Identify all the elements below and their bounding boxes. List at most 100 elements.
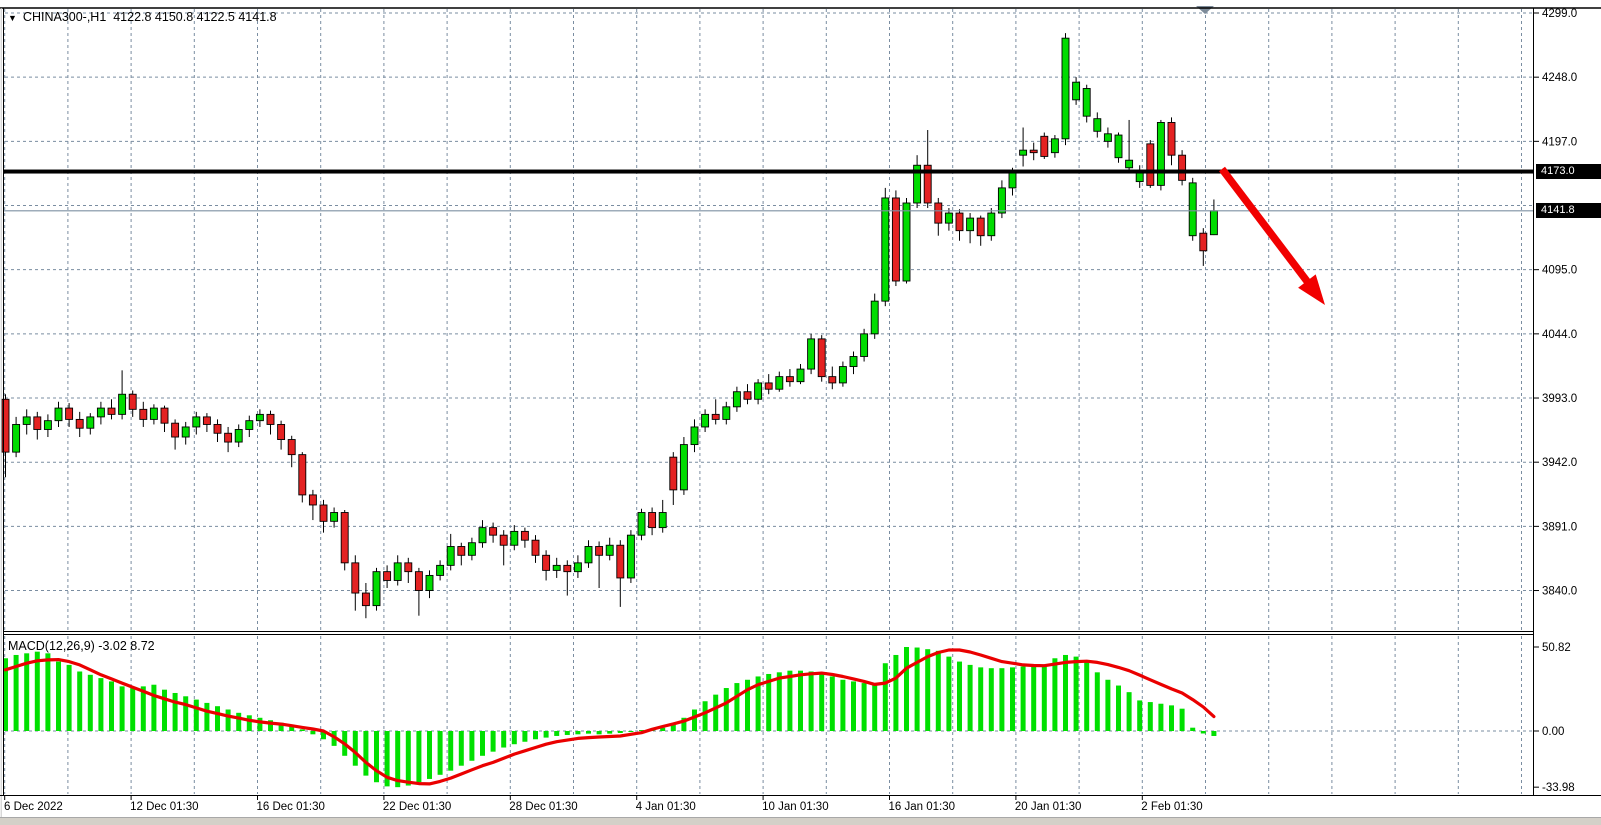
window-bottom-edge [0,817,1601,825]
price-badge-resistance: 4173.0 [1536,164,1601,179]
candle-body [96,407,105,418]
candle-body [1093,118,1102,132]
time-axis-label: 10 Jan 01:30 [762,801,829,813]
macd-bar [1063,654,1068,731]
candle-body [976,217,985,237]
macd-bar [1073,656,1079,731]
macd-axis[interactable]: 50.82 0.00 -33.98 [1533,642,1575,794]
horizontal-line-object [4,169,1533,174]
candle-body [881,197,890,302]
candle-body [298,454,307,496]
panel-borders [0,7,1601,817]
candle-body [743,391,752,400]
candle-body [531,539,540,556]
candle-body [192,416,201,428]
candle-body [552,564,561,571]
macd-bar [957,661,962,731]
macd-bar [246,715,252,731]
time-axis[interactable]: 6 Dec 2022 12 Dec 01:30 16 Dec 01:30 22 Dec… [4,796,1203,813]
price-axis-label: 3891.0 [1542,521,1577,533]
macd-bar [1190,727,1196,731]
macd-bar [1158,703,1164,731]
candle-body [775,376,784,390]
candle-body [255,413,264,422]
macd-bar [215,706,220,731]
macd-bar [988,668,994,731]
price-axis[interactable]: 4299.0 4248.0 4197.0 4095.0 4044.0 3993.0 3942… [1533,8,1577,598]
macd-bar [660,727,666,731]
candle-body [584,546,593,564]
candle-body [383,571,392,581]
candle-body [785,376,794,383]
macd-bar [723,688,729,731]
macd-bar [893,654,899,731]
macd-bar [1094,672,1100,731]
macd-bar [914,647,920,731]
candle-body [913,164,922,204]
symbol-dropdown-icon[interactable]: ▼ [8,12,17,23]
macd-bar [713,694,719,731]
candle-body [118,393,127,415]
candle-body [478,527,487,544]
price-axis-label: 3840.0 [1542,586,1577,598]
macd-bar [999,668,1005,731]
macd-bar [628,731,634,732]
macd-bar [925,649,931,731]
price-axis-label: 4095.0 [1542,265,1577,277]
price-axis-label: 4197.0 [1542,136,1577,148]
macd-axis-label: -33.98 [1542,782,1575,794]
candle-body [754,382,763,400]
candle-body [467,542,476,556]
macd-bar [1200,731,1206,734]
candle-body [944,212,953,224]
macd-bar [1147,702,1153,731]
candle-body [1125,159,1134,169]
candle-body [107,407,116,415]
macd-bar [692,709,697,731]
candle-body [86,416,95,429]
macd-bar [13,654,19,731]
candle-body [934,202,943,224]
macd-signal-polyline [3,648,1216,786]
macd-axis-label: 50.82 [1542,642,1571,654]
price-axis-label: 3993.0 [1542,393,1577,405]
macd-bar [98,678,104,731]
macd-bar [501,731,507,748]
candle-body [849,356,858,368]
candle-body [234,429,243,443]
candle-body [563,564,572,573]
candle-body [637,512,646,536]
macd-bar [24,653,30,731]
macd-bar [840,679,846,731]
macd-bar [458,731,464,766]
candle-body [43,420,52,430]
macd-bar [490,731,496,752]
macd-bar [967,664,973,731]
macd-bar [289,726,295,731]
macd-bar [882,663,888,731]
time-axis-label: 6 Dec 2022 [4,801,63,813]
macd-bar [787,670,793,731]
macd-bar [469,731,475,761]
time-axis-label: 12 Dec 01:30 [130,801,198,813]
macd-bar [1179,708,1185,731]
candle-body [319,504,328,522]
macd-bar [935,650,941,731]
candle-body [160,407,169,424]
candle-body [807,338,816,370]
candle-body [987,212,996,237]
macd-bar [575,731,581,735]
macd-bar [236,712,242,731]
candle-body [425,574,434,591]
candle-body [796,368,805,383]
macd-bar [978,667,984,731]
arrow-head [1298,274,1325,305]
candle-body [1040,135,1049,157]
macd-histogram [3,646,1217,788]
macd-bar [808,671,814,731]
candle-body [404,562,413,573]
macd-signal-line [3,648,1216,786]
macd-bar [522,731,528,742]
macd-bar [151,684,157,731]
